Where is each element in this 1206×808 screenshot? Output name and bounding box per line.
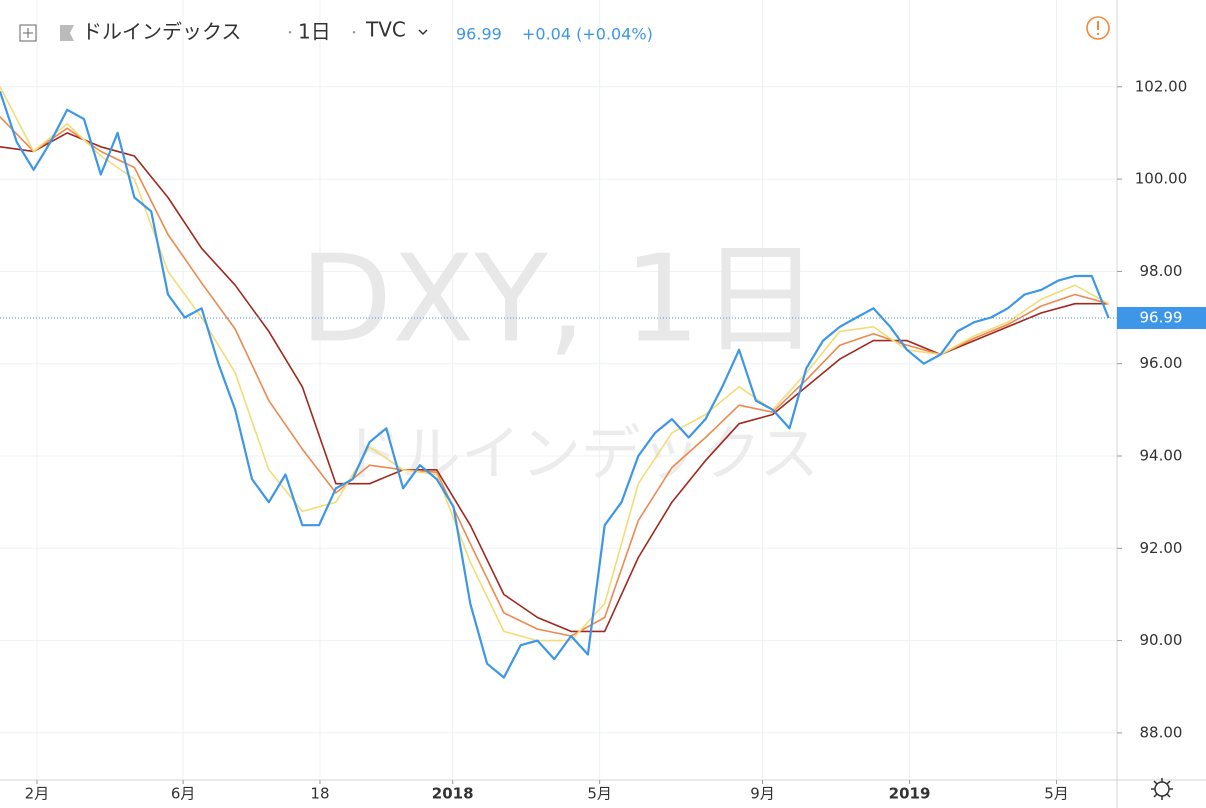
last-price-tag [1117,307,1206,329]
change: +0.04 (+0.04%) [522,25,653,44]
y-tick-label: 100.00 [1135,170,1188,188]
symbol-name[interactable]: ドルインデックス [82,20,241,44]
flag-icon [60,25,74,41]
watermark-name: ドルインデックス [341,420,819,490]
warning-icon[interactable] [1086,16,1110,40]
dropdown-icon[interactable] [418,29,428,36]
series-line [0,116,1109,637]
series-line [0,86,1109,642]
y-tick-label: 98.00 [1140,262,1183,280]
last-price-label: 96.99 [1140,309,1183,327]
x-tick-label: 5月 [1044,785,1069,803]
gear [1151,778,1173,800]
header: ドルインデックス ・ 1日 ・ TVC 96.99 +0.04 (+0.04%) [19,16,1110,44]
y-tick-label: 102.00 [1135,77,1188,95]
series-line [0,132,1109,633]
watermark-symbol: DXY, 1日 [300,231,821,370]
separator: ・ [348,26,360,40]
x-tick-label: 2月 [25,785,50,803]
y-tick-label: 90.00 [1140,631,1183,649]
x-tick-label: 2018 [432,785,474,803]
grid [0,0,1117,780]
y-tick-label: 88.00 [1140,723,1183,741]
series-line [0,91,1110,679]
axes: 88.00 90.00 92.00 94.00 96.00 98.00 100.00 102.… [25,77,1206,803]
interval[interactable]: 1日 [298,20,331,44]
exchange[interactable]: TVC [365,18,406,42]
plot [0,86,1117,679]
price: 96.99 [456,25,502,44]
y-tick-label: 92.00 [1140,539,1183,557]
x-tick-label: 6月 [171,785,196,803]
separator: ・ [284,26,296,40]
x-tick-label: 5月 [587,785,612,803]
x-tick-label: 9月 [750,785,775,803]
x-tick-label: 2019 [889,785,931,803]
y-tick-label: 94.00 [1140,447,1183,465]
settings-icon[interactable] [1151,778,1173,800]
x-tick-label: 18 [310,785,329,803]
icon [23,28,33,38]
y-tick-label: 96.00 [1140,354,1183,372]
icon[interactable] [19,24,37,42]
